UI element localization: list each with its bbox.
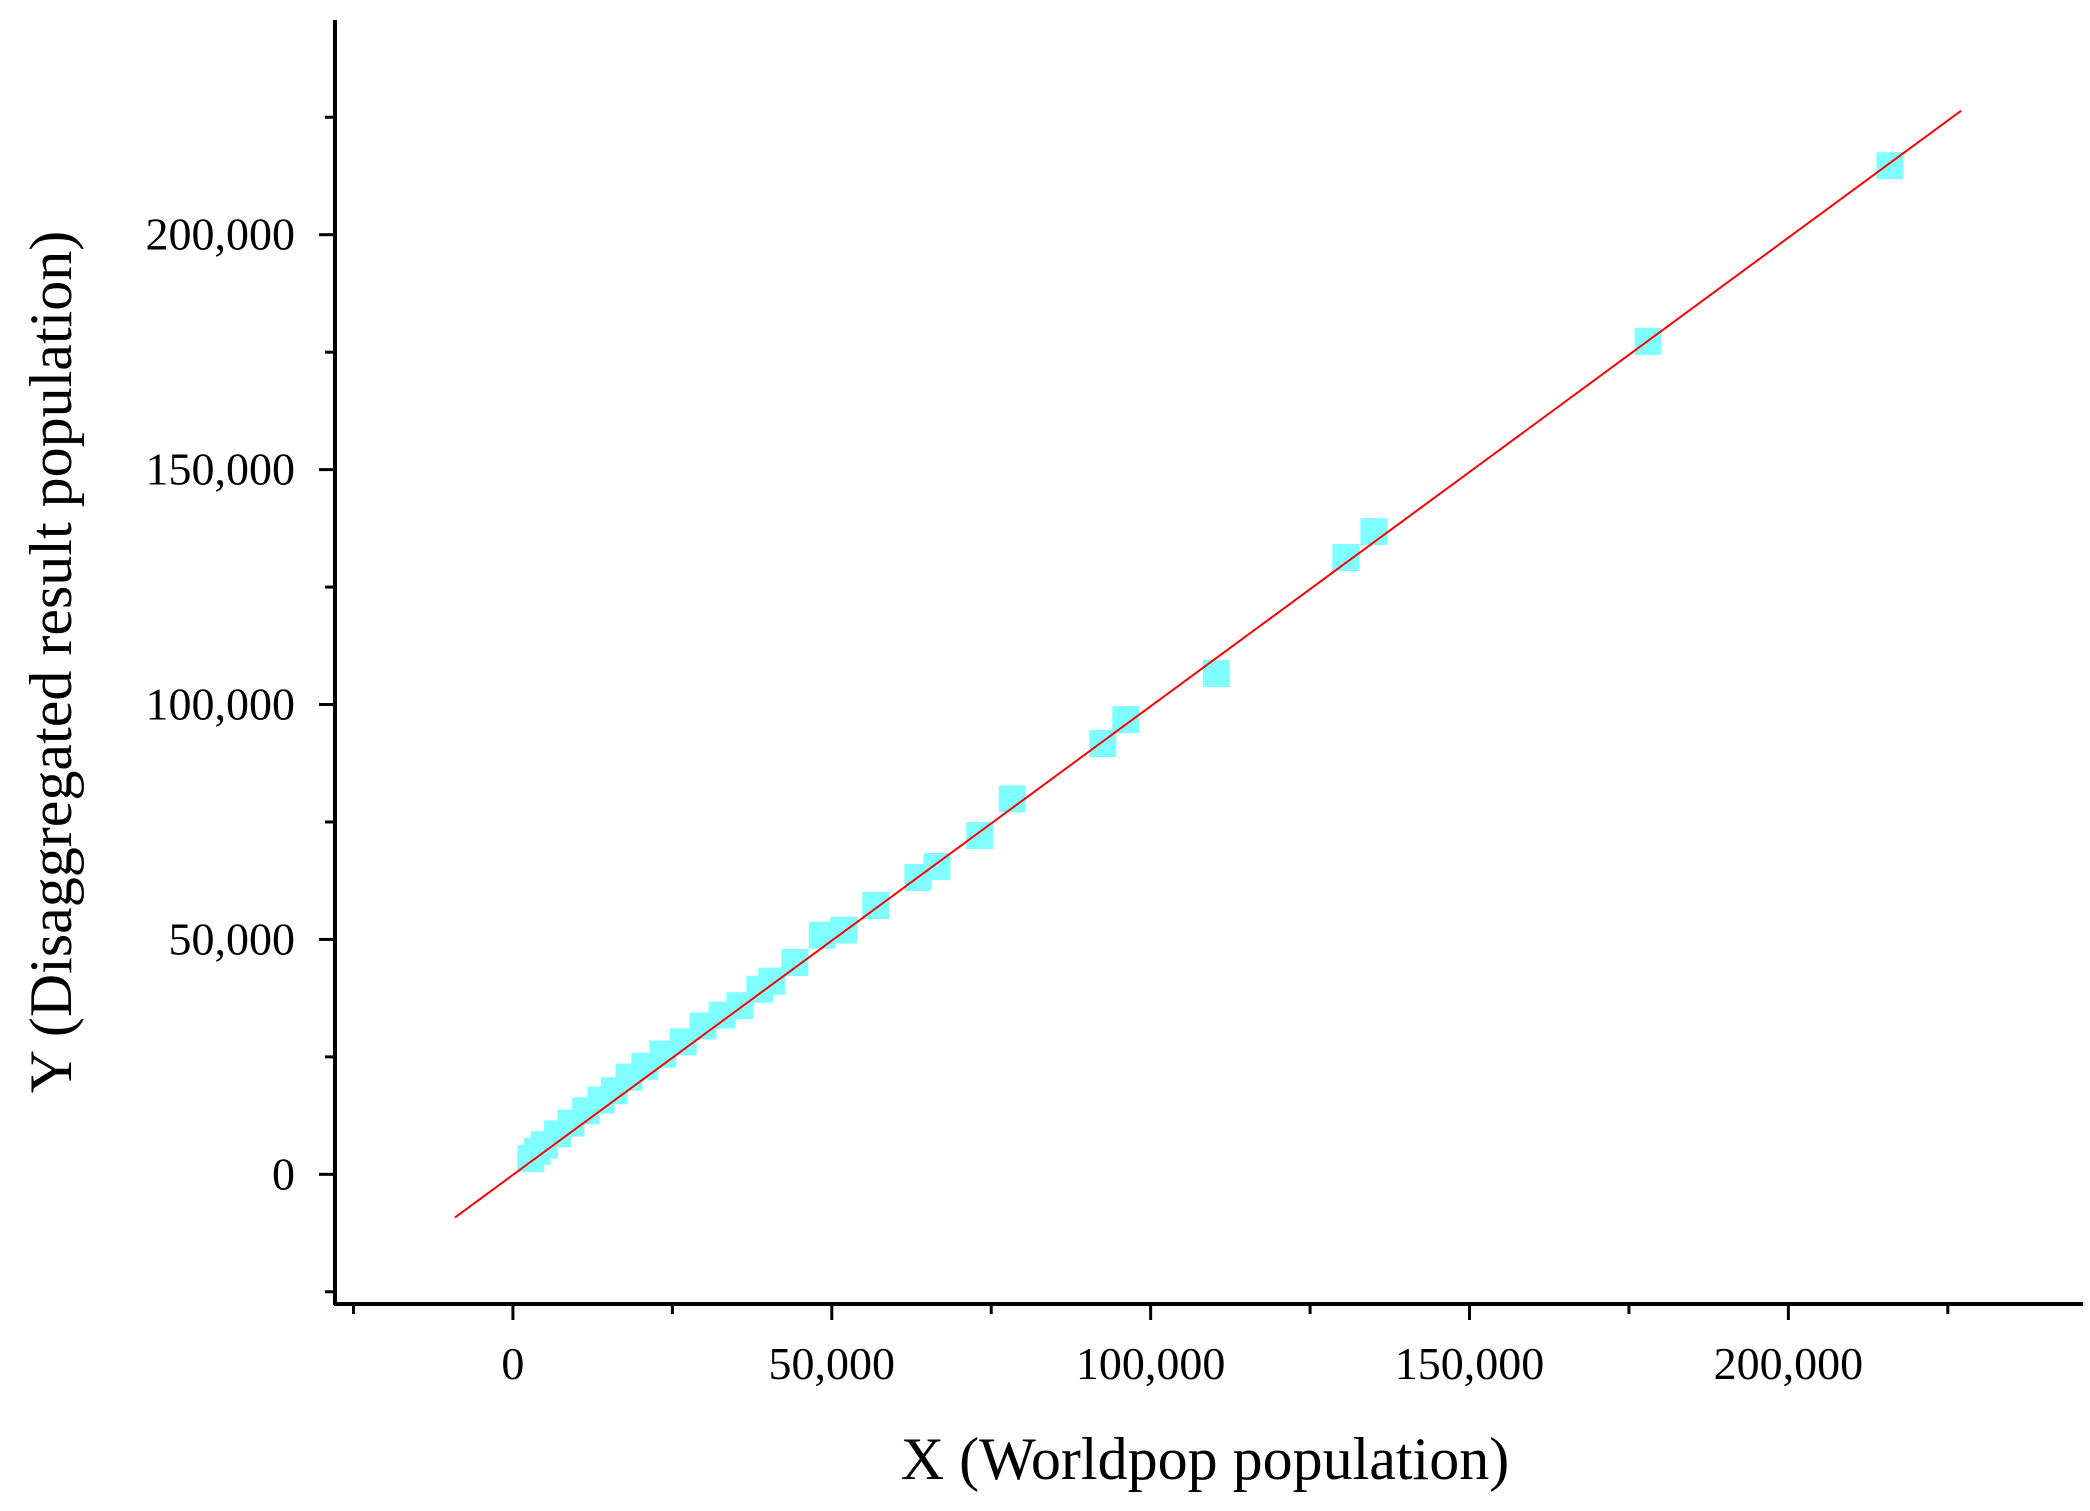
point [1332,543,1360,571]
y-axis-title: Y (Disaggregated result population) [18,231,84,1094]
y-tick-label: 0 [272,1148,295,1199]
y-tick-label: 150,000 [146,444,296,495]
x-tick-label: 50,000 [769,1338,896,1389]
point [781,948,809,976]
y-tick-label: 50,000 [169,913,296,964]
point [966,822,994,850]
point [1112,706,1140,734]
point [1360,518,1388,546]
x-tick-label: 100,000 [1076,1338,1226,1389]
y-tick-label: 100,000 [146,679,296,730]
x-axis-title: X (Worldpop population) [901,1426,1509,1492]
y-tick-label: 200,000 [146,209,296,260]
x-tick-label: 0 [501,1338,524,1389]
x-tick-label: 200,000 [1714,1338,1864,1389]
x-tick-label: 150,000 [1395,1338,1545,1389]
fit-line [454,109,1962,1219]
